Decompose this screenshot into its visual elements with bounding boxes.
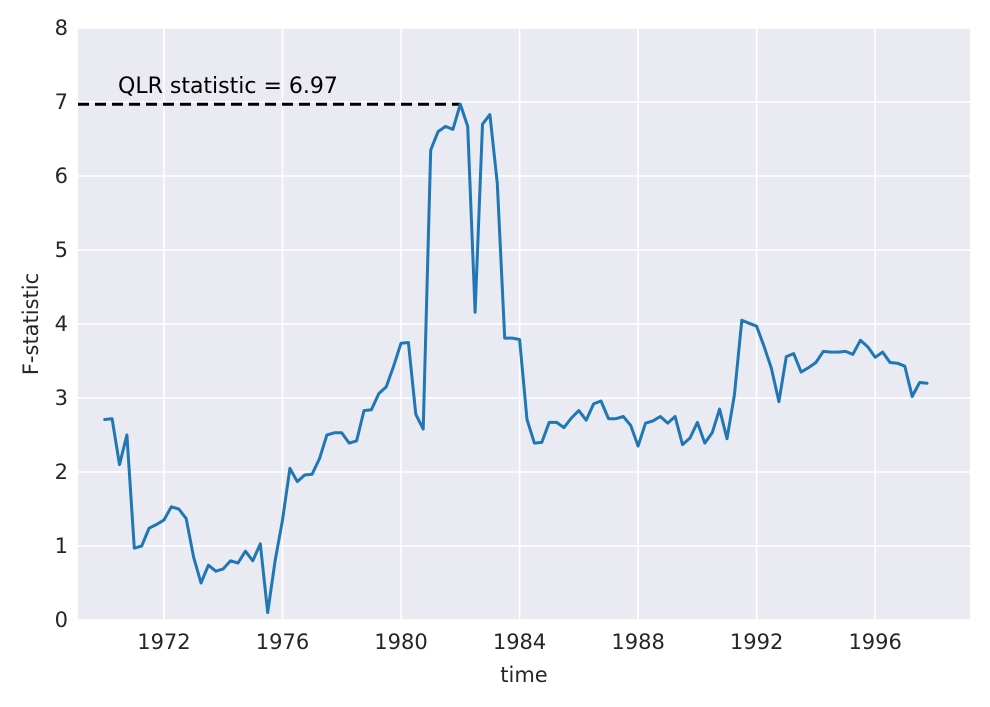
y-tick-label: 7 bbox=[55, 90, 68, 114]
y-tick-label: 5 bbox=[55, 238, 68, 262]
x-tick-label: 1996 bbox=[848, 630, 901, 654]
y-axis-title: F-statistic bbox=[19, 273, 43, 375]
x-tick-label: 1972 bbox=[137, 630, 190, 654]
y-tick-label: 6 bbox=[55, 164, 68, 188]
y-tick-labels: 0 1 2 3 4 5 6 7 8 bbox=[55, 16, 68, 632]
y-tick-label: 1 bbox=[55, 534, 68, 558]
y-tick-label: 2 bbox=[55, 460, 68, 484]
y-tick-label: 8 bbox=[55, 16, 68, 40]
y-tick-label: 3 bbox=[55, 386, 68, 410]
qlr-annotation: QLR statistic = 6.97 bbox=[118, 74, 338, 99]
series-group bbox=[103, 102, 929, 615]
series-line bbox=[103, 102, 929, 615]
y-tick-label: 0 bbox=[55, 608, 68, 632]
y-tick-label: 4 bbox=[55, 312, 68, 336]
x-tick-label: 1988 bbox=[611, 630, 664, 654]
x-axis-title: time bbox=[500, 663, 547, 687]
x-tick-labels: 1972 1976 1980 1984 1988 1992 1996 bbox=[137, 630, 902, 654]
x-tick-label: 1984 bbox=[493, 630, 546, 654]
x-tick-label: 1976 bbox=[256, 630, 309, 654]
x-tick-label: 1980 bbox=[374, 630, 427, 654]
x-tick-label: 1992 bbox=[730, 630, 783, 654]
